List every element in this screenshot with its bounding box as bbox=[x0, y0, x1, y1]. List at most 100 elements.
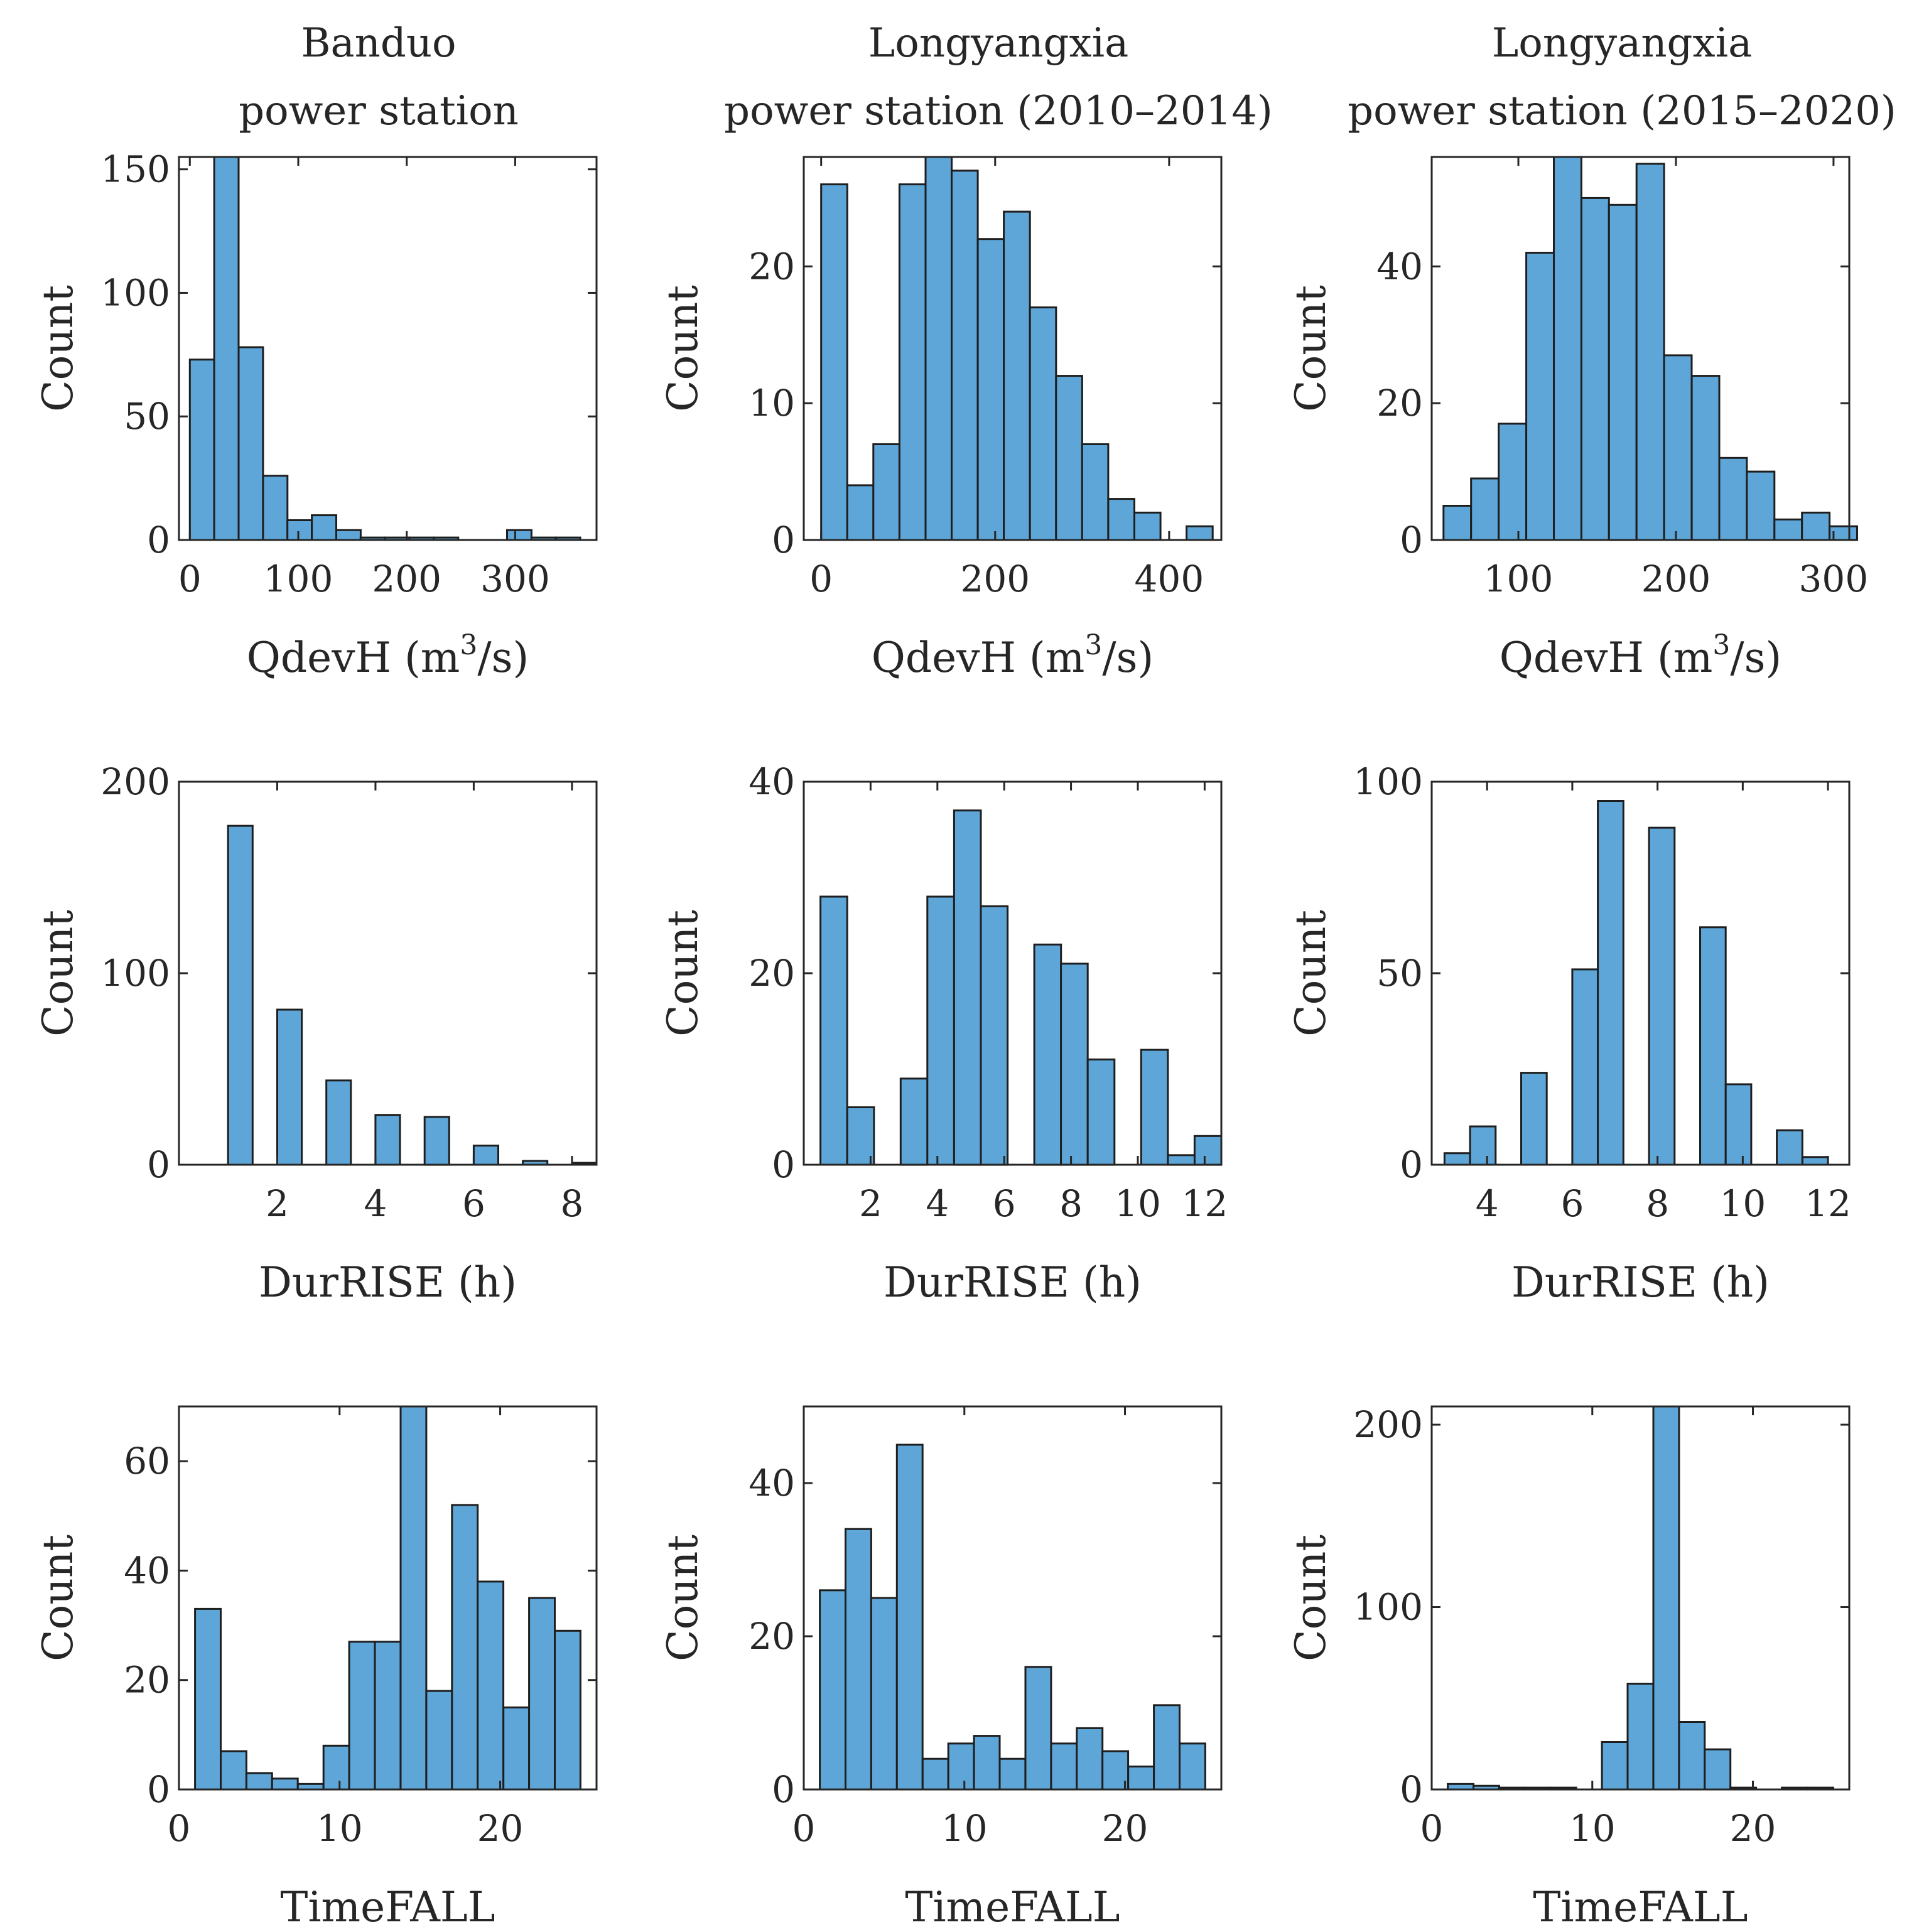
histogram-bar bbox=[237, 346, 264, 541]
histogram-bar bbox=[276, 1008, 303, 1166]
histogram-bar bbox=[1193, 1135, 1223, 1166]
histogram-bar bbox=[1033, 943, 1062, 1166]
histogram-bar bbox=[271, 1778, 299, 1791]
x-tick-label: 20 bbox=[477, 1807, 524, 1850]
y-axis-label: Count bbox=[1287, 285, 1335, 412]
column-titles: Banduo power station Longyangxia power s… bbox=[239, 20, 1896, 134]
x-tick-label: 100 bbox=[264, 558, 333, 600]
y-tick-label: 0 bbox=[1400, 1768, 1423, 1811]
histogram-bar bbox=[998, 1757, 1027, 1791]
histogram-bar bbox=[227, 824, 254, 1166]
x-tick-label: 6 bbox=[993, 1182, 1016, 1225]
histogram-bar bbox=[188, 359, 215, 541]
y-tick-label: 150 bbox=[100, 148, 170, 191]
histogram-bar bbox=[374, 1114, 401, 1166]
x-axis-label: DurRISE (h) bbox=[884, 1258, 1142, 1307]
axes-frame bbox=[178, 1405, 598, 1791]
x-tick-label: 4 bbox=[926, 1182, 949, 1225]
y-axis-label: Count bbox=[1287, 910, 1335, 1037]
histogram-bar bbox=[1608, 203, 1638, 541]
histogram-bar bbox=[1443, 1152, 1471, 1166]
histogram-bar bbox=[1626, 1683, 1655, 1791]
histogram-bar bbox=[1107, 498, 1136, 541]
y-tick-label: 20 bbox=[1376, 382, 1423, 424]
y-tick-label: 20 bbox=[749, 245, 795, 288]
axes-frame bbox=[803, 156, 1223, 541]
histogram-bar bbox=[921, 1757, 949, 1791]
histogram-bar bbox=[194, 1607, 222, 1791]
x-tick-label: 6 bbox=[1560, 1182, 1584, 1225]
y-tick-label: 200 bbox=[100, 760, 170, 803]
histogram-bar bbox=[819, 895, 848, 1166]
histogram-bar bbox=[1127, 1765, 1155, 1791]
histogram-bar bbox=[1140, 1049, 1169, 1166]
histogram-bar bbox=[820, 183, 848, 541]
y-tick-label: 0 bbox=[772, 519, 795, 561]
x-tick-label: 8 bbox=[1059, 1182, 1083, 1225]
histogram-bar bbox=[1167, 1154, 1196, 1166]
axes-frame bbox=[803, 1405, 1223, 1791]
histogram-bar bbox=[1635, 163, 1665, 541]
x-tick-label: 400 bbox=[1135, 558, 1204, 600]
x-tick-label: 200 bbox=[372, 558, 441, 600]
histogram-bar bbox=[1580, 197, 1610, 541]
y-axis-label: Count bbox=[34, 910, 82, 1037]
histogram-bar bbox=[953, 809, 982, 1166]
histogram-bar bbox=[980, 905, 1009, 1166]
histogram-bar bbox=[506, 529, 532, 541]
histogram-bar bbox=[898, 183, 927, 541]
x-tick-label: 2 bbox=[266, 1182, 289, 1225]
histogram-bar bbox=[220, 1750, 247, 1791]
x-tick-label: 10 bbox=[1115, 1182, 1161, 1225]
histogram-bar bbox=[477, 1580, 505, 1791]
x-axis-label: TimeFALL bbox=[280, 1883, 495, 1931]
histogram-bar bbox=[348, 1641, 376, 1791]
x-tick-label: 300 bbox=[1799, 558, 1869, 600]
y-axis-label: Count bbox=[1287, 1535, 1335, 1661]
histogram-bar bbox=[1746, 470, 1776, 541]
x-tick-label: 4 bbox=[1476, 1182, 1499, 1225]
panel-banduo-durrise: 2 4 6 8 0 100 200 DurRISE (h) Count bbox=[34, 760, 598, 1307]
histogram-bar bbox=[1724, 1083, 1753, 1166]
panel-lyx1-timefall: 0 10 20 0 20 40 TimeFALL Count bbox=[659, 1405, 1223, 1931]
y-tick-label: 0 bbox=[147, 1768, 170, 1811]
histogram-bar bbox=[1470, 477, 1500, 541]
axes-frame bbox=[178, 156, 598, 541]
x-axis-label: QdevH (m3/s) bbox=[1500, 629, 1781, 682]
histogram-bar bbox=[870, 1597, 898, 1791]
panel-banduo-timefall: 0 10 20 0 20 40 60 TimeFALL Count bbox=[34, 1405, 598, 1931]
y-tick-label: 0 bbox=[772, 1143, 795, 1186]
histogram-bar bbox=[973, 1735, 1001, 1791]
y-tick-label: 200 bbox=[1353, 1403, 1423, 1446]
y-tick-label: 0 bbox=[1400, 519, 1423, 561]
y-tick-label: 100 bbox=[100, 952, 170, 995]
col-title-2-line2: power station (2010–2014) bbox=[724, 88, 1273, 134]
y-tick-label: 100 bbox=[1353, 1586, 1423, 1629]
histogram-bar bbox=[1652, 1405, 1680, 1791]
x-tick-label: 0 bbox=[809, 558, 833, 600]
histogram-bar bbox=[1050, 1742, 1078, 1791]
histogram-bar bbox=[1704, 1748, 1732, 1791]
col-title-3-line1: Longyangxia bbox=[1492, 20, 1752, 67]
x-tick-label: 300 bbox=[480, 558, 550, 600]
histogram-bar bbox=[1498, 423, 1528, 541]
y-tick-label: 60 bbox=[124, 1440, 170, 1482]
x-tick-label: 6 bbox=[462, 1182, 485, 1225]
histogram-bar bbox=[1153, 1704, 1181, 1791]
histogram-bar bbox=[846, 484, 875, 541]
y-tick-label: 50 bbox=[1376, 952, 1423, 995]
histogram-bar bbox=[1597, 800, 1624, 1166]
histogram-bar bbox=[1179, 1742, 1206, 1791]
histogram-bar bbox=[1525, 252, 1555, 541]
x-tick-label: 20 bbox=[1102, 1807, 1148, 1850]
x-tick-label: 200 bbox=[1641, 558, 1711, 600]
x-tick-label: 12 bbox=[1805, 1182, 1851, 1225]
histogram-bar bbox=[399, 1405, 428, 1791]
x-tick-label: 8 bbox=[1646, 1182, 1669, 1225]
histogram-bar bbox=[872, 443, 900, 541]
x-tick-label: 0 bbox=[168, 1807, 191, 1850]
histogram-bar bbox=[528, 1597, 556, 1791]
x-axis-label: TimeFALL bbox=[1533, 1883, 1748, 1931]
